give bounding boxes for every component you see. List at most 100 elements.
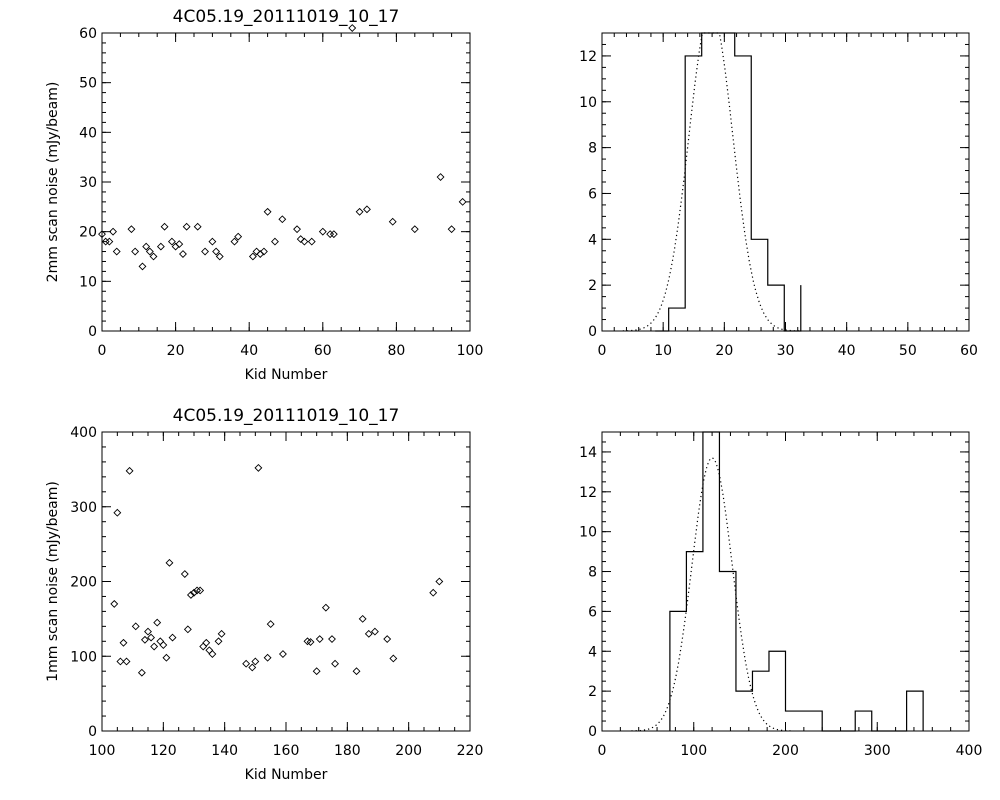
data-point xyxy=(447,225,456,234)
data-point xyxy=(208,650,217,658)
y-tick-label: 400 xyxy=(70,425,97,441)
chart-title: 4C05.19_20111019_10_17 xyxy=(173,7,400,27)
data-point xyxy=(202,638,211,647)
data-point xyxy=(429,588,438,597)
x-tick-label: 0 xyxy=(98,343,107,359)
x-tick-label: 60 xyxy=(960,343,978,359)
data-point xyxy=(137,668,146,677)
plot-frame xyxy=(101,431,471,732)
y-tick-label: 40 xyxy=(79,125,97,141)
histogram-bin xyxy=(907,691,924,731)
data-point xyxy=(435,577,444,586)
y-tick-label: 4 xyxy=(588,644,597,660)
y-tick-label: 8 xyxy=(588,141,597,157)
x-tick-label: 100 xyxy=(680,743,707,759)
data-point xyxy=(307,237,316,246)
data-point xyxy=(271,237,279,246)
y-tick-label: 0 xyxy=(88,724,97,740)
data-point xyxy=(186,591,195,599)
data-point xyxy=(217,629,226,638)
y-tick-label: 14 xyxy=(579,445,597,461)
data-point xyxy=(131,622,140,631)
histogram-bin xyxy=(686,552,703,731)
data-point xyxy=(183,625,192,634)
data-point xyxy=(199,642,208,651)
data-point xyxy=(145,247,154,256)
scan-noise-1mm-histogram-panel: 0 100 200 300 400 0 2 4 6 8 10 12 14 xyxy=(579,431,983,759)
y-tick-label: 12 xyxy=(579,485,597,501)
histogram-bin xyxy=(685,56,702,331)
histogram-bin xyxy=(703,432,720,731)
data-point xyxy=(296,235,305,244)
x-tick-label: 100 xyxy=(457,343,484,359)
y-tick-label: 0 xyxy=(588,724,597,740)
plot-frame xyxy=(601,32,970,332)
data-point xyxy=(293,225,301,234)
data-point xyxy=(125,466,134,475)
scan-noise-2mm-scatter-panel: 0 20 40 60 80 100 0 10 20 30 40 50 60 4C05.19_2011101… xyxy=(45,7,483,383)
y-tick-label: 0 xyxy=(88,324,97,340)
data-point xyxy=(98,230,106,239)
y-tick-label: 6 xyxy=(588,604,597,620)
data-point xyxy=(147,633,156,642)
x-tick-label: 20 xyxy=(167,343,185,359)
data-point xyxy=(215,252,224,261)
histogram-bin xyxy=(768,285,785,331)
plot-frame xyxy=(101,32,471,332)
y-tick-label: 10 xyxy=(79,274,97,290)
data-point xyxy=(251,657,260,666)
data-point xyxy=(388,217,397,226)
data-point xyxy=(113,508,122,517)
data-point xyxy=(364,629,373,638)
x-tick-label: 180 xyxy=(334,743,361,759)
data-point xyxy=(156,242,165,251)
x-tick-label: 200 xyxy=(395,743,422,759)
x-tick-label: 0 xyxy=(598,343,607,359)
data-point xyxy=(326,230,335,239)
data-point xyxy=(110,599,119,608)
x-tick-label: 0 xyxy=(598,743,607,759)
data-point xyxy=(156,637,165,646)
x-tick-label: 400 xyxy=(956,743,983,759)
y-tick-label: 8 xyxy=(588,565,597,581)
histogram-bin xyxy=(855,711,872,731)
data-point xyxy=(150,642,159,651)
data-point xyxy=(329,230,338,239)
histogram-bin xyxy=(702,33,719,331)
data-point xyxy=(318,227,327,236)
y-tick-label: 30 xyxy=(79,175,97,191)
x-tick-label: 220 xyxy=(457,743,484,759)
y-tick-label: 10 xyxy=(579,525,597,541)
y-tick-label: 200 xyxy=(70,575,97,591)
data-point xyxy=(242,659,251,668)
data-point xyxy=(278,215,287,224)
data-point xyxy=(175,240,184,249)
data-point xyxy=(266,620,275,629)
data-point xyxy=(180,570,189,578)
data-point xyxy=(168,633,177,642)
data-point xyxy=(116,657,125,666)
data-point xyxy=(101,237,110,246)
data-point xyxy=(358,614,367,623)
data-point xyxy=(300,237,309,246)
data-point xyxy=(201,247,209,256)
data-point xyxy=(328,635,336,643)
data-point xyxy=(162,653,171,662)
data-point xyxy=(159,641,168,649)
data-point xyxy=(312,667,321,676)
x-tick-label: 30 xyxy=(777,343,795,359)
data-point xyxy=(363,205,371,214)
x-tick-label: 50 xyxy=(899,343,917,359)
data-point xyxy=(182,222,191,231)
data-point xyxy=(190,588,198,597)
y-axis-label: 2mm scan noise (mJy/beam) xyxy=(45,82,61,283)
y-axis-label: 1mm scan noise (mJy/beam) xyxy=(45,481,61,682)
y-tick-label: 20 xyxy=(79,225,97,241)
y-tick-label: 0 xyxy=(588,324,597,340)
y-tick-label: 100 xyxy=(70,649,97,665)
y-tick-label: 50 xyxy=(79,76,97,92)
data-point xyxy=(105,237,114,246)
y-tick-label: 10 xyxy=(579,95,597,111)
x-axis-label: Kid Number xyxy=(245,767,328,783)
